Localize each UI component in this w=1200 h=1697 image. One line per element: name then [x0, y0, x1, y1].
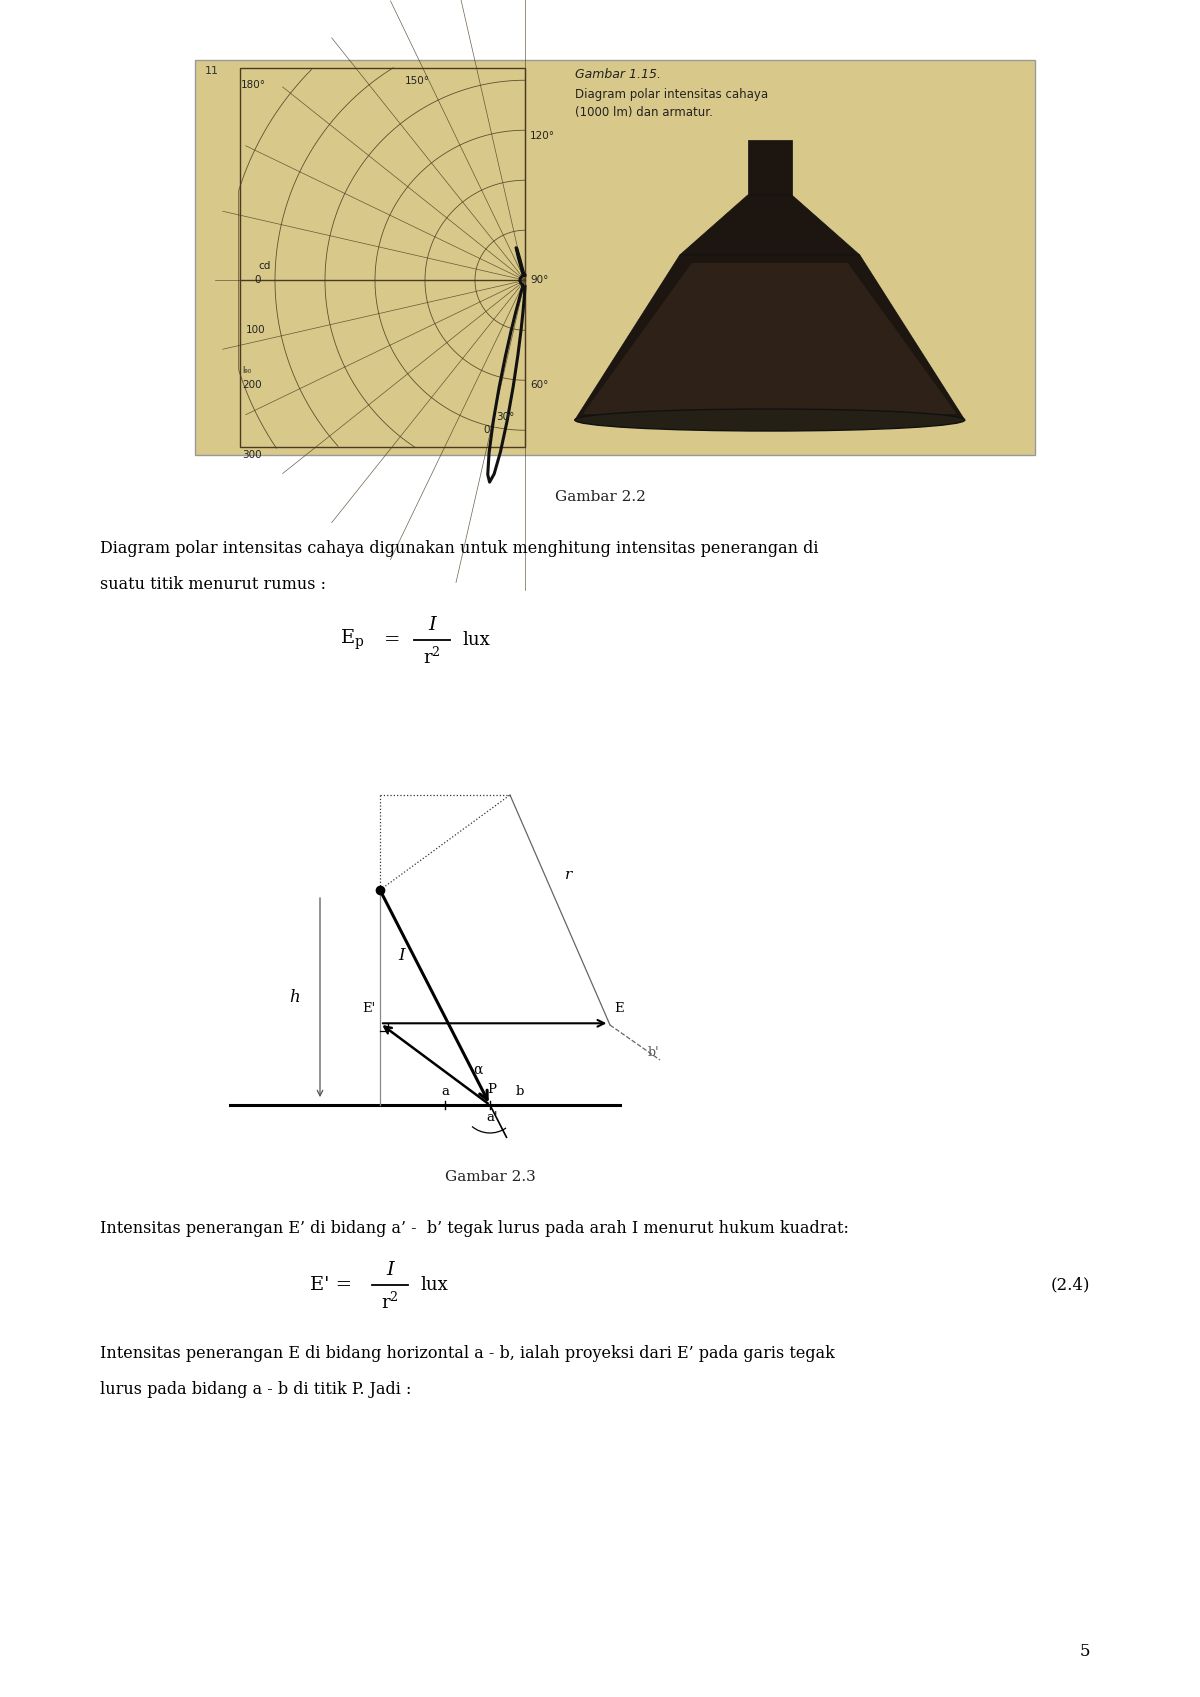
Text: Gambar 2.3: Gambar 2.3 [445, 1169, 535, 1185]
Bar [194, 59, 1034, 455]
Ellipse shape [575, 409, 965, 431]
Text: Intensitas penerangan E di bidang horizontal a - b, ialah proyeksi dari E’ pada : Intensitas penerangan E di bidang horizo… [100, 1346, 835, 1363]
Text: 0: 0 [254, 275, 260, 285]
Text: 120°: 120° [530, 131, 554, 141]
Text: a: a [442, 1084, 449, 1098]
Text: E' =: E' = [310, 1276, 352, 1295]
Text: Gambar 1.15.: Gambar 1.15. [575, 68, 661, 81]
Text: (1000 lm) dan armatur.: (1000 lm) dan armatur. [575, 105, 713, 119]
Text: 11: 11 [205, 66, 220, 76]
Text: lux: lux [462, 631, 490, 648]
Text: (2.4): (2.4) [1050, 1276, 1090, 1293]
Text: E': E' [361, 1003, 374, 1015]
Text: Diagram polar intensitas cahaya: Diagram polar intensitas cahaya [575, 88, 768, 102]
Text: b': b' [648, 1045, 660, 1059]
Text: 300: 300 [242, 450, 262, 460]
Text: α: α [473, 1062, 482, 1078]
Text: 200: 200 [242, 380, 262, 390]
Text: r: r [565, 867, 572, 882]
Text: b: b [516, 1084, 524, 1098]
Text: 5: 5 [1080, 1643, 1090, 1660]
Text: Intensitas penerangan E’ di bidang a’ -  b’ tegak lurus pada arah I menurut huku: Intensitas penerangan E’ di bidang a’ - … [100, 1220, 848, 1237]
Text: P: P [487, 1083, 497, 1096]
Polygon shape [583, 263, 956, 414]
Text: suatu titik menurut rumus :: suatu titik menurut rumus : [100, 575, 326, 592]
Text: I: I [386, 1261, 394, 1280]
Text: Diagram polar intensitas cahaya digunakan untuk menghitung intensitas penerangan: Diagram polar intensitas cahaya digunaka… [100, 540, 818, 557]
Text: $\mathregular{r^2}$: $\mathregular{r^2}$ [382, 1291, 398, 1312]
Text: =: = [384, 631, 401, 648]
Text: 0°: 0° [484, 424, 496, 434]
Text: Gambar 2.2: Gambar 2.2 [554, 490, 646, 504]
Text: cd: cd [258, 261, 270, 272]
Text: l₉₀: l₉₀ [242, 367, 251, 375]
Text: 180°: 180° [241, 80, 266, 90]
Text: h: h [289, 988, 300, 1006]
Text: I: I [428, 616, 436, 635]
Text: 150°: 150° [406, 76, 430, 87]
Text: I: I [398, 947, 404, 964]
Text: 100: 100 [246, 326, 265, 336]
Text: 60°: 60° [530, 380, 548, 390]
Text: 90°: 90° [530, 275, 548, 285]
Text: a': a' [486, 1112, 498, 1123]
Bar [240, 68, 526, 446]
Text: lurus pada bidang a - b di titik P. Jadi :: lurus pada bidang a - b di titik P. Jadi… [100, 1381, 412, 1398]
Bar [748, 139, 792, 195]
Text: $\mathregular{E_p}$: $\mathregular{E_p}$ [340, 628, 365, 652]
Polygon shape [679, 195, 859, 255]
Text: 30°: 30° [497, 412, 515, 423]
Text: E: E [614, 1003, 624, 1015]
Text: $\mathregular{r^2}$: $\mathregular{r^2}$ [424, 647, 440, 667]
Text: lux: lux [420, 1276, 448, 1295]
Polygon shape [575, 255, 965, 419]
